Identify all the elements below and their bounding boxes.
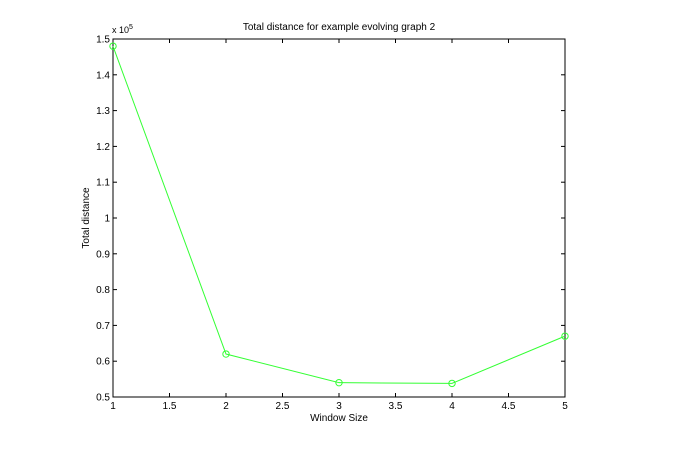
y-tick-label: 0.7 bbox=[96, 321, 110, 332]
y-tick-label: 1.4 bbox=[96, 70, 110, 81]
x-axis-ticks: 1 1.5 2 2.5 3 3.5 4 4.5 5 bbox=[110, 39, 568, 412]
y-tick-label: 1.2 bbox=[96, 142, 110, 153]
data-point-marker bbox=[448, 379, 456, 388]
x-tick-label: 5 bbox=[562, 401, 568, 412]
x-tick-label: 3.5 bbox=[389, 401, 403, 412]
series-group bbox=[109, 42, 569, 388]
y-tick-label: 1.3 bbox=[96, 106, 110, 117]
x-tick-label: 1.5 bbox=[163, 401, 177, 412]
x-tick-label: 2 bbox=[223, 401, 229, 412]
data-point-marker bbox=[109, 42, 117, 50]
y-tick-label: 0.5 bbox=[96, 393, 110, 404]
x-axis-label: Window Size bbox=[310, 413, 368, 424]
y-tick-label: 1.5 bbox=[96, 35, 110, 46]
x-tick-label: 2.5 bbox=[276, 401, 290, 412]
x-tick-label: 4.5 bbox=[502, 401, 516, 412]
data-point-marker bbox=[335, 378, 343, 387]
y-axis-multiplier-base: x 10 bbox=[112, 25, 129, 35]
y-tick-label: 1.1 bbox=[96, 178, 110, 189]
chart-title: Total distance for example evolving grap… bbox=[243, 22, 436, 33]
data-point-marker bbox=[222, 350, 230, 358]
x-tick-label: 4 bbox=[449, 401, 455, 412]
y-axis-ticks: 0.5 0.6 0.7 0.8 0.9 1 1.1 1.2 1.3 1.4 1.5 bbox=[96, 35, 565, 404]
data-point-marker bbox=[561, 332, 569, 340]
y-tick-label: 1 bbox=[104, 214, 110, 225]
y-tick-label: 0.8 bbox=[96, 285, 110, 296]
y-axis-multiplier-exponent: 5 bbox=[129, 24, 133, 31]
y-axis-multiplier: x 105 bbox=[112, 24, 133, 35]
plot-area bbox=[112, 38, 566, 398]
y-axis-label: Total distance bbox=[81, 187, 92, 249]
x-tick-label: 3 bbox=[336, 401, 342, 412]
y-tick-label: 0.6 bbox=[96, 357, 110, 368]
x-tick-label: 1 bbox=[110, 401, 116, 412]
series-line bbox=[112, 45, 566, 384]
y-tick-label: 0.9 bbox=[96, 249, 110, 260]
